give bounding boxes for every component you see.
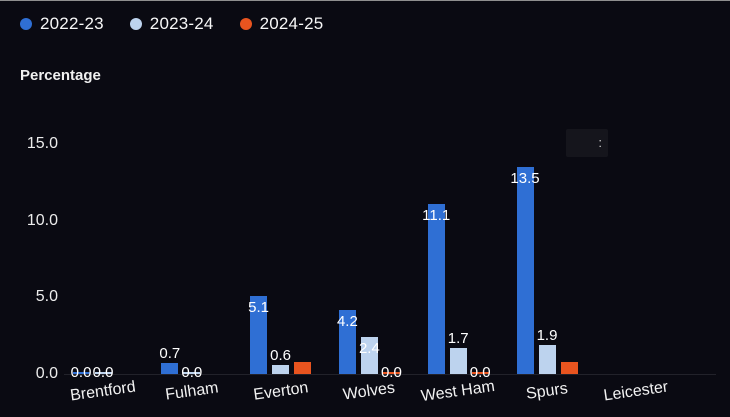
tooltip-artifact: :	[566, 129, 608, 157]
y-axis-title: Percentage	[20, 67, 101, 84]
bar-2024-25-Wolves	[382, 372, 400, 374]
bar-2024-25-Spurs	[560, 362, 578, 374]
x-axis-label-Spurs: Spurs	[525, 380, 569, 403]
y-tick-label: 5.0	[35, 288, 58, 306]
bar-2023-24-Spurs	[538, 345, 556, 374]
legend-dot-icon	[20, 18, 32, 30]
x-axis-label-Everton: Everton	[252, 379, 310, 404]
bar-2022-23-Everton	[250, 296, 268, 374]
y-tick-label: 0.0	[35, 365, 58, 382]
legend-label: 2022-23	[40, 14, 104, 33]
bar-value-label: 0.0	[92, 364, 114, 381]
legend-dot-icon	[239, 18, 252, 30]
bar-2022-23-Wolves	[338, 310, 356, 374]
bar-2023-24-Everton	[272, 365, 290, 374]
legend-item-2023-24[interactable]: 2023-24	[129, 14, 214, 34]
bar-value-label: 0.0	[181, 364, 203, 381]
legend: 2022-23 2023-24 2024-25	[20, 14, 323, 34]
bar-value-label: 1.9	[536, 327, 558, 344]
bar-2022-23-Brentford	[72, 372, 90, 374]
y-tick-label: 15.0	[26, 135, 58, 153]
bar-value-label: 0.7	[159, 345, 181, 362]
legend-item-2024-25[interactable]: 2024-25	[239, 14, 324, 34]
x-axis-label-West Ham: West Ham	[420, 377, 497, 406]
bar-value-label: 11.1	[422, 207, 451, 224]
bar-2023-24-Brentford	[94, 372, 112, 374]
bar-2024-25-West Ham	[471, 372, 489, 374]
bar-value-label: 1.7	[447, 330, 469, 347]
legend-dot-icon	[129, 18, 142, 30]
bar-value-label: 0.0	[380, 364, 402, 381]
legend-label: 2024-25	[259, 14, 324, 33]
bar-value-label: 13.5	[510, 170, 540, 187]
bar-2022-23-West Ham	[427, 204, 445, 374]
bar-2022-23-Spurs	[516, 167, 534, 374]
legend-item-2022-23[interactable]: 2022-23	[20, 14, 104, 34]
x-axis-label-Wolves: Wolves	[342, 379, 397, 404]
bar-2023-24-West Ham	[449, 348, 467, 374]
bar-2022-23-Fulham	[161, 363, 179, 374]
bar-2023-24-Wolves	[360, 337, 378, 374]
bar-value-label: 0.0	[70, 364, 92, 381]
bar-2024-25-Everton	[294, 362, 312, 374]
bar-value-label: 0.6	[270, 347, 292, 364]
bar-value-label: 0.0	[469, 364, 491, 381]
bar-2023-24-Fulham	[183, 372, 201, 374]
x-axis-label-Leicester: Leicester	[602, 378, 670, 405]
x-axis-line	[64, 374, 716, 375]
bar-value-label: 2.4	[358, 340, 380, 357]
legend-label: 2023-24	[149, 14, 214, 33]
bar-value-label: 5.1	[248, 299, 270, 316]
y-tick-label: 10.0	[26, 211, 58, 229]
bar-value-label: 4.2	[336, 313, 358, 330]
